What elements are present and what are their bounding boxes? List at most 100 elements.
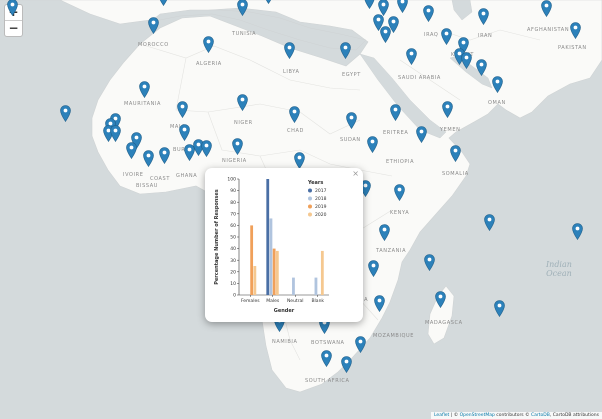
map-marker[interactable] — [158, 0, 169, 7]
map-marker[interactable] — [203, 36, 214, 54]
zoom-out-button[interactable]: − — [5, 20, 22, 36]
map-marker[interactable] — [478, 8, 489, 26]
map-marker[interactable] — [388, 16, 399, 34]
country-label: NIGERIA — [222, 158, 247, 164]
map-marker[interactable] — [367, 136, 378, 154]
map-marker[interactable] — [423, 5, 434, 23]
map-marker[interactable] — [159, 147, 170, 165]
map-marker[interactable] — [416, 126, 427, 144]
map-marker[interactable] — [379, 224, 390, 242]
map-marker[interactable] — [340, 42, 351, 60]
legend-label-2020: 2020 — [315, 212, 327, 218]
map-marker[interactable] — [355, 336, 366, 354]
country-label: MADAGASCA — [425, 320, 463, 326]
country-label: COAST — [150, 176, 170, 182]
ocean-label-line2: Ocean — [546, 269, 572, 278]
map-marker[interactable] — [442, 101, 453, 119]
map-marker[interactable] — [143, 150, 154, 168]
map-marker[interactable] — [179, 124, 190, 142]
map-marker[interactable] — [494, 300, 505, 318]
map-marker[interactable] — [294, 152, 305, 170]
x-tick-label: Females — [241, 298, 260, 304]
map-marker[interactable] — [394, 184, 405, 202]
map-marker[interactable] — [570, 22, 581, 40]
map-marker[interactable] — [378, 0, 389, 17]
map-marker[interactable] — [321, 350, 332, 368]
country-label: MALI — [170, 124, 185, 130]
map-marker[interactable] — [289, 106, 300, 124]
map-marker[interactable] — [450, 145, 461, 163]
attribution: Leaflet | © OpenStreetMap contributors ©… — [431, 412, 602, 419]
map-marker[interactable] — [374, 295, 385, 313]
map-marker[interactable] — [7, 0, 18, 17]
map-marker[interactable] — [373, 14, 384, 32]
bar-chart: 0 10 20 30 40 50 60 70 80 90 100 Females Males Neutra… — [214, 177, 329, 314]
map-marker[interactable] — [541, 0, 552, 18]
country-label: TUNISIA — [232, 31, 257, 37]
y-tick-label: 30 — [230, 258, 236, 264]
bar-2019-females — [250, 225, 254, 295]
map-marker[interactable] — [346, 112, 357, 130]
map-marker[interactable] — [263, 0, 274, 5]
map-marker[interactable] — [177, 101, 188, 119]
x-axis-label: Gender — [274, 308, 295, 314]
legend-swatch-2018 — [308, 196, 312, 201]
map-marker[interactable] — [237, 0, 248, 17]
popup-close-button[interactable]: × — [352, 169, 359, 178]
mediterranean — [149, 9, 367, 51]
country-label: MAURITANIA — [124, 101, 162, 107]
country-label: PAKISTAN — [558, 45, 587, 51]
legend-label-2017: 2017 — [315, 188, 327, 194]
y-tick-label: 100 — [227, 177, 236, 183]
country-label: IRAQ — [424, 32, 439, 38]
y-tick-label: 80 — [230, 200, 236, 206]
bar-2018-neutral — [292, 277, 295, 295]
legend-swatch-2020 — [308, 212, 312, 217]
attribution-carto2: , CartoDB attributions — [549, 413, 599, 418]
map-marker[interactable] — [284, 42, 295, 60]
map-marker[interactable] — [390, 104, 401, 122]
map-marker[interactable] — [184, 144, 195, 162]
map-marker[interactable] — [139, 81, 150, 99]
country-label: SOUTH AFRICA — [305, 378, 350, 384]
map-marker[interactable] — [126, 142, 137, 160]
map-marker[interactable] — [424, 254, 435, 272]
map-marker[interactable] — [476, 59, 487, 77]
map-marker[interactable] — [232, 138, 243, 156]
country-label: BOTSWANA — [311, 340, 345, 346]
red-sea — [359, 53, 447, 139]
country-label: MOROCCO — [138, 42, 169, 48]
map-marker[interactable] — [397, 0, 408, 14]
y-tick-label: 50 — [230, 235, 236, 241]
map-marker[interactable] — [406, 48, 417, 66]
map-marker[interactable] — [441, 28, 452, 46]
attribution-sep: | © — [449, 413, 460, 418]
country-label: YEMEN — [440, 127, 461, 133]
map-marker[interactable] — [110, 125, 121, 143]
map-marker[interactable] — [237, 94, 248, 112]
map-marker[interactable] — [148, 17, 159, 35]
x-tick-label: Males — [266, 298, 280, 304]
map-marker[interactable] — [60, 105, 71, 123]
map-marker[interactable] — [435, 291, 446, 309]
map-marker[interactable] — [341, 356, 352, 374]
map-marker[interactable] — [492, 76, 503, 94]
map-marker[interactable] — [364, 0, 375, 10]
map-marker[interactable] — [201, 140, 212, 158]
bar-2019-males — [272, 248, 276, 295]
bar-2018-blank — [314, 277, 318, 295]
map-marker[interactable] — [193, 139, 204, 157]
map-marker[interactable] — [368, 260, 379, 278]
map-marker[interactable] — [484, 214, 495, 232]
legend-label-2018: 2018 — [315, 196, 327, 202]
country-label: NIGER — [234, 120, 253, 126]
osm-link[interactable]: OpenStreetMap — [459, 413, 495, 418]
leaflet-link[interactable]: Leaflet — [434, 413, 450, 418]
country-label: SUDAN — [340, 137, 361, 143]
country-label: EGYPT — [342, 72, 361, 78]
map-marker[interactable] — [461, 52, 472, 70]
carto-link[interactable]: CartoDB — [531, 413, 550, 418]
map-marker[interactable] — [572, 223, 583, 241]
ocean-label-line1: Indian — [546, 260, 572, 269]
map-marker[interactable] — [380, 26, 391, 44]
